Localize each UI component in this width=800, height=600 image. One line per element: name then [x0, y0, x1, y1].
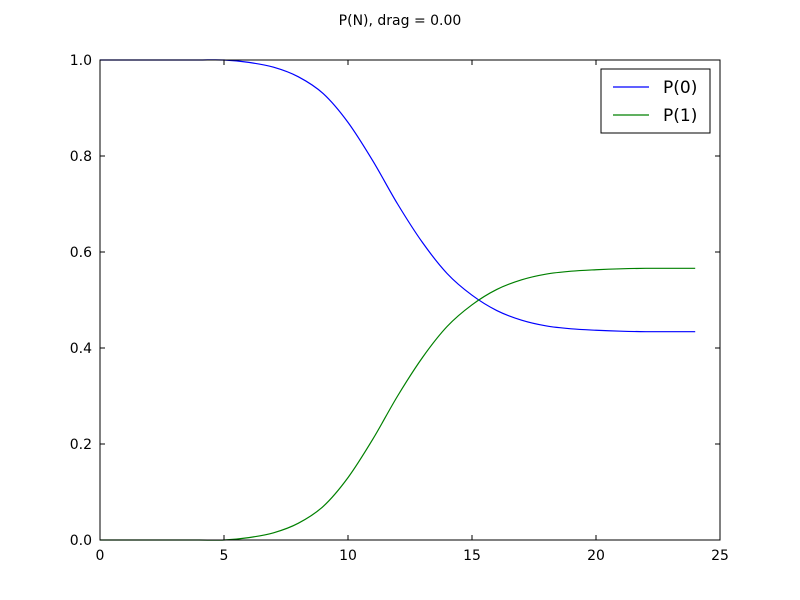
plot-frame — [99, 59, 721, 541]
y-axis: 0.0 0.2 0.4 0.6 0.8 1.0 — [70, 53, 720, 549]
x-tick-label: 25 — [711, 548, 729, 564]
series-line-1 — [100, 267, 696, 541]
legend-box — [600, 68, 711, 134]
x-tick-label: 15 — [463, 548, 481, 564]
y-tick-label: 0.4 — [70, 341, 92, 357]
y-tick-label: 1.0 — [70, 53, 92, 69]
y-tick-label: 0.2 — [70, 437, 92, 453]
y-tick-label: 0.8 — [70, 149, 92, 165]
x-tick-label: 10 — [339, 548, 357, 564]
x-tick-label: 0 — [96, 548, 105, 564]
y-tick-label: 0.0 — [70, 533, 92, 549]
legend-label-0: P(0) — [663, 78, 697, 98]
x-axis: 0 5 10 15 20 25 — [96, 60, 729, 564]
legend-label-1: P(1) — [663, 106, 697, 126]
x-tick-label: 5 — [220, 548, 229, 564]
y-tick-label: 0.6 — [70, 245, 92, 261]
x-tick-label: 20 — [587, 548, 605, 564]
chart-title: P(N), drag = 0.00 — [339, 13, 462, 29]
legend: P(0) P(1) — [600, 68, 711, 134]
